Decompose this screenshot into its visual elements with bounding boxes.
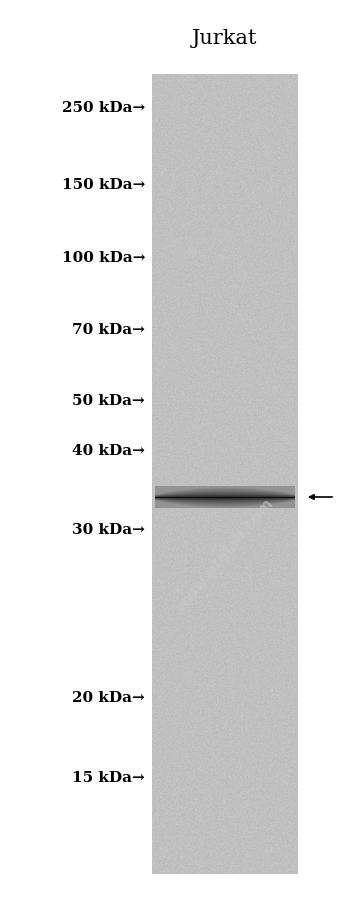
Text: 50 kDa→: 50 kDa→ (72, 393, 145, 408)
Bar (152, 75, 298, 874)
Text: 250 kDa→: 250 kDa→ (62, 101, 145, 115)
Text: 30 kDa→: 30 kDa→ (72, 522, 145, 537)
Text: 100 kDa→: 100 kDa→ (62, 251, 145, 264)
Text: 40 kDa→: 40 kDa→ (72, 444, 145, 457)
Text: 20 kDa→: 20 kDa→ (72, 690, 145, 704)
Text: Jurkat: Jurkat (192, 29, 258, 48)
Text: 15 kDa→: 15 kDa→ (72, 770, 145, 784)
Text: 70 kDa→: 70 kDa→ (72, 323, 145, 336)
Text: www.ptglab.com: www.ptglab.com (173, 495, 277, 614)
Text: 150 kDa→: 150 kDa→ (62, 178, 145, 192)
